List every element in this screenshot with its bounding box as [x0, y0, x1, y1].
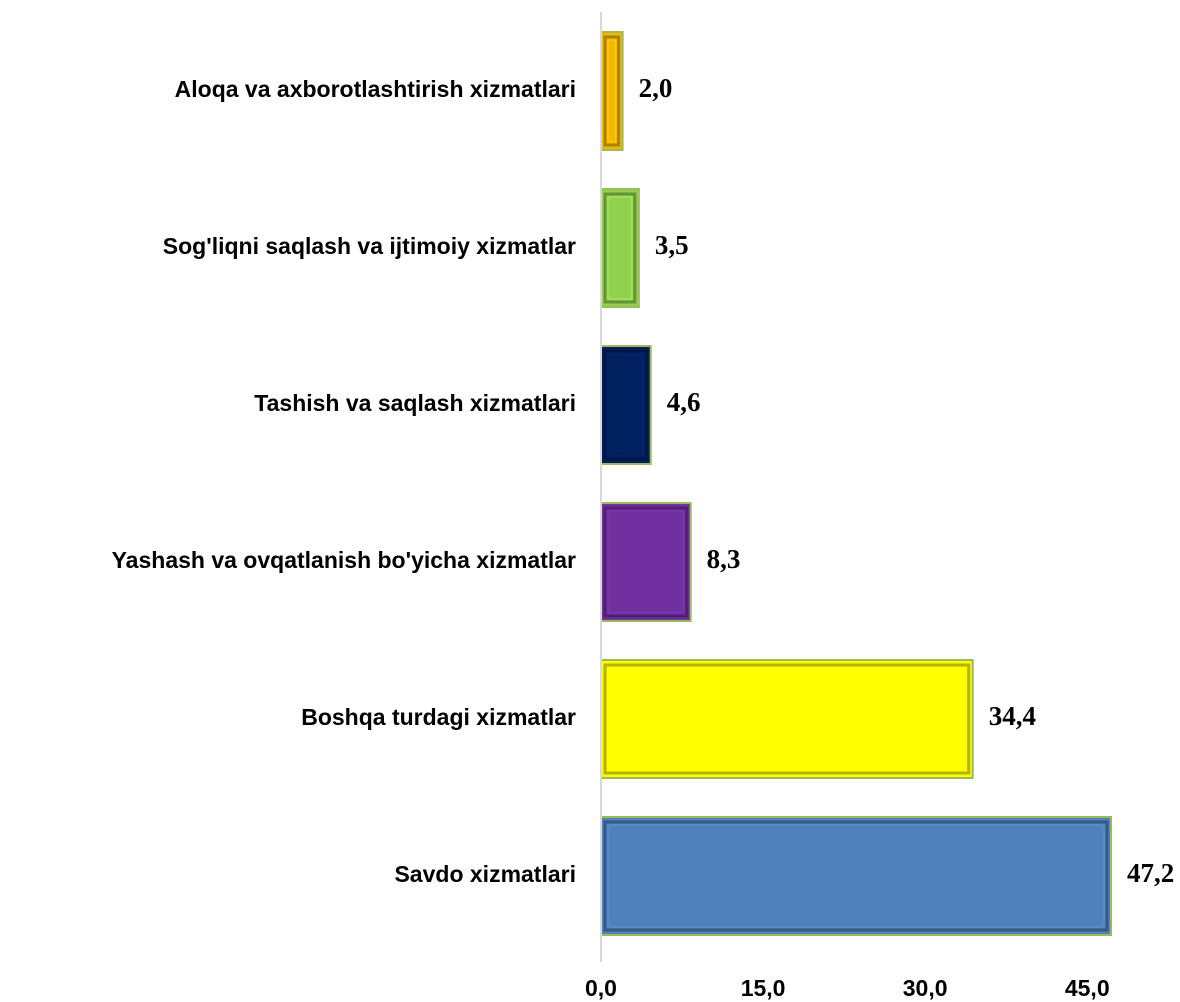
bar	[600, 659, 974, 779]
bar-bevel	[603, 506, 689, 618]
bar-bevel	[603, 192, 637, 304]
bar	[600, 816, 1112, 936]
data-label: 34,4	[989, 701, 1036, 731]
x-axis-ticks: 0,0 15,0 30,0 45,0	[585, 975, 1110, 1001]
category-label: Savdo xizmatlari	[394, 861, 576, 887]
bar-highlight	[607, 667, 967, 771]
bar-highlight	[607, 824, 1105, 928]
bar-bevel	[603, 349, 649, 461]
data-labels: 2,0 3,5 4,6 8,3 34,4 47,2	[639, 73, 1175, 888]
bar	[600, 345, 652, 465]
x-tick-label: 0,0	[585, 975, 617, 1001]
data-label: 2,0	[639, 73, 673, 103]
x-tick-label: 15,0	[741, 975, 786, 1001]
bar-bevel	[603, 663, 971, 775]
data-label: 8,3	[707, 544, 741, 574]
bar-highlight	[607, 196, 633, 300]
data-label: 47,2	[1127, 858, 1174, 888]
category-label: Yashash va ovqatlanish bo'yicha xizmatla…	[112, 547, 576, 573]
category-labels: Aloqa va axborotlashtirish xizmatlari Sog…	[112, 76, 576, 887]
bar	[600, 188, 640, 308]
category-label: Sog'liqni saqlash va ijtimoiy xizmatlar	[163, 233, 576, 259]
bar-highlight	[607, 353, 645, 457]
bar-highlight	[607, 510, 685, 614]
bar-bevel	[603, 820, 1109, 932]
bar-highlight	[607, 39, 617, 143]
category-label: Aloqa va axborotlashtirish xizmatlari	[175, 76, 576, 102]
bars	[600, 31, 1112, 936]
data-label: 4,6	[667, 387, 701, 417]
category-label: Tashish va saqlash xizmatlari	[254, 390, 576, 416]
bar	[600, 502, 692, 622]
x-tick-label: 30,0	[903, 975, 948, 1001]
category-label: Boshqa turdagi xizmatlar	[301, 704, 576, 730]
bar-bevel	[603, 35, 621, 147]
x-tick-label: 45,0	[1065, 975, 1110, 1001]
data-label: 3,5	[655, 230, 689, 260]
